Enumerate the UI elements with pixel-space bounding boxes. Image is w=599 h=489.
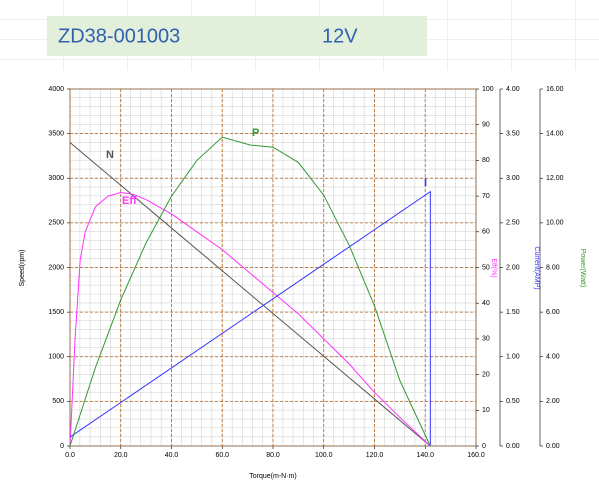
y3-tick-label: 4.00 bbox=[506, 86, 520, 93]
y-tick-label: 2000 bbox=[48, 264, 64, 271]
y-tick-label: 3000 bbox=[48, 175, 64, 182]
y3-tick-label: 0.00 bbox=[506, 443, 520, 450]
series-line bbox=[69, 190, 431, 446]
y4-tick-label: 6.00 bbox=[546, 309, 560, 316]
y3-tick-label: 3.00 bbox=[506, 175, 520, 182]
y2-tick-label: 60 bbox=[482, 229, 490, 236]
series-label: Eff bbox=[122, 195, 137, 207]
y2-tick-label: 90 bbox=[482, 122, 490, 129]
y-tick-label: 1500 bbox=[48, 309, 64, 316]
y4-tick-label: 0.00 bbox=[546, 443, 560, 450]
x-tick-label: 0.0 bbox=[65, 452, 75, 459]
x-tick-label: 120.0 bbox=[366, 452, 384, 459]
y4-tick-label: 8.00 bbox=[546, 264, 560, 271]
y2-axis-title: Eff(%) bbox=[490, 258, 497, 277]
y-tick-label: 500 bbox=[52, 398, 64, 405]
x-tick-label: 40.0 bbox=[165, 452, 179, 459]
y2-tick-label: 20 bbox=[482, 371, 490, 378]
series-line bbox=[69, 142, 431, 447]
title: ZD38-001003 bbox=[58, 25, 180, 47]
y-tick-label: 1000 bbox=[48, 354, 64, 361]
y2-tick-label: 40 bbox=[482, 300, 490, 307]
header-box bbox=[47, 16, 427, 56]
x-tick-label: 20.0 bbox=[114, 452, 128, 459]
y-tick-label: 3500 bbox=[48, 130, 64, 137]
y3-tick-label: 0.50 bbox=[506, 398, 520, 405]
x-tick-label: 160.0 bbox=[467, 452, 485, 459]
y2-tick-label: 80 bbox=[482, 157, 490, 164]
x-tick-label: 140.0 bbox=[416, 452, 434, 459]
x-axis-title: Torque(m-N·m) bbox=[249, 473, 296, 480]
y4-tick-label: 2.00 bbox=[546, 398, 560, 405]
y3-tick-label: 2.50 bbox=[506, 220, 520, 227]
y4-tick-label: 4.00 bbox=[546, 354, 560, 361]
series-line bbox=[69, 192, 431, 447]
y3-tick-label: 2.00 bbox=[506, 264, 520, 271]
y3-axis-title: Current(AMP) bbox=[533, 246, 540, 289]
x-tick-label: 60.0 bbox=[215, 452, 229, 459]
y2-tick-label: 70 bbox=[482, 193, 490, 200]
y-tick-label: 4000 bbox=[48, 86, 64, 93]
y-axis-title: Speed(rpm) bbox=[19, 250, 26, 287]
series-label: P bbox=[252, 127, 259, 139]
y4-tick-label: 12.00 bbox=[546, 175, 564, 182]
y-tick-label: 0 bbox=[60, 443, 64, 450]
y2-tick-label: 0 bbox=[482, 443, 486, 450]
x-tick-label: 100.0 bbox=[315, 452, 333, 459]
y2-tick-label: 30 bbox=[482, 336, 490, 343]
series-line bbox=[69, 136, 431, 447]
y4-tick-label: 10.00 bbox=[546, 220, 564, 227]
y4-tick-label: 14.00 bbox=[546, 130, 564, 137]
series-label: I bbox=[424, 177, 427, 189]
y-tick-label: 2500 bbox=[48, 220, 64, 227]
x-tick-label: 80.0 bbox=[266, 452, 280, 459]
y4-tick-label: 16.00 bbox=[546, 86, 564, 93]
y2-tick-label: 10 bbox=[482, 407, 490, 414]
y3-tick-label: 1.00 bbox=[506, 354, 520, 361]
y2-tick-label: 50 bbox=[482, 264, 490, 271]
series-label: N bbox=[106, 149, 114, 161]
subtitle: 12V bbox=[322, 25, 358, 47]
y3-tick-label: 1.50 bbox=[506, 309, 520, 316]
y3-tick-label: 3.50 bbox=[506, 130, 520, 137]
y4-axis-title: Power(Watt) bbox=[579, 249, 586, 288]
y2-tick-label: 100 bbox=[482, 86, 494, 93]
